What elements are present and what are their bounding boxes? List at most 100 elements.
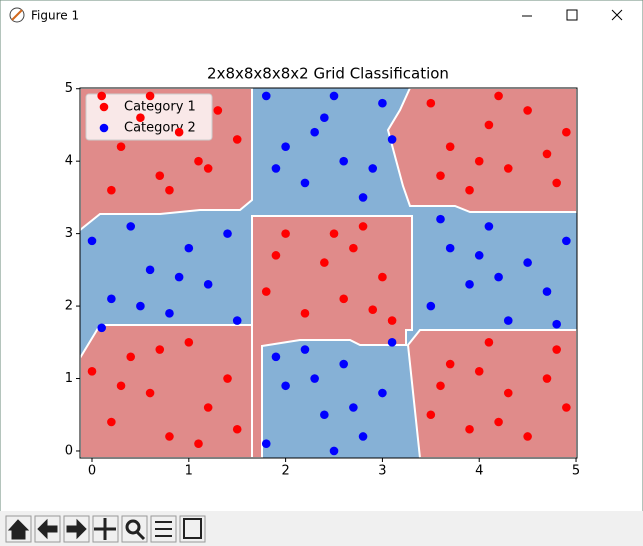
point	[223, 229, 232, 238]
point	[562, 127, 571, 137]
point	[378, 388, 387, 398]
point	[387, 135, 397, 144]
y-tick-label: 5	[65, 81, 73, 96]
plot-area	[79, 87, 578, 459]
point	[368, 305, 378, 314]
point	[465, 280, 474, 289]
x-tick-label: 0	[88, 464, 96, 479]
zoom-icon	[125, 519, 141, 535]
point	[300, 309, 310, 318]
point	[281, 381, 290, 391]
point	[474, 366, 484, 376]
point	[474, 251, 484, 260]
point	[426, 301, 436, 311]
zoom-icon-handle	[135, 530, 146, 541]
configure-icon	[155, 521, 172, 537]
x-tick-label: 1	[185, 464, 193, 479]
point	[165, 432, 174, 441]
point	[165, 309, 174, 318]
point	[232, 316, 242, 325]
point	[107, 294, 116, 304]
point	[329, 446, 339, 456]
point	[552, 319, 561, 329]
forward-icon	[66, 518, 87, 540]
point	[116, 142, 126, 151]
point	[349, 403, 358, 412]
point	[174, 272, 184, 282]
point	[107, 417, 116, 427]
point	[523, 106, 532, 115]
point	[281, 229, 290, 238]
point	[503, 316, 513, 325]
point	[136, 113, 145, 123]
point	[320, 258, 329, 267]
x-tick-label: 4	[475, 464, 483, 479]
point	[426, 98, 436, 108]
point	[562, 236, 571, 246]
point	[310, 374, 319, 383]
point	[174, 127, 184, 137]
x-tick-label: 3	[378, 464, 386, 479]
point	[474, 156, 484, 166]
point	[445, 142, 455, 151]
point	[329, 91, 339, 101]
point	[503, 388, 513, 398]
point	[329, 229, 339, 238]
point	[281, 142, 290, 151]
app-icon-glyph	[11, 9, 23, 21]
y-tick-label: 2	[65, 299, 73, 314]
pan-icon	[94, 518, 116, 540]
point	[87, 236, 97, 246]
point	[358, 432, 368, 441]
point	[445, 243, 455, 253]
point	[126, 352, 136, 362]
point	[552, 345, 561, 354]
point	[87, 366, 97, 376]
point	[436, 381, 445, 391]
point	[378, 98, 387, 108]
point	[213, 106, 223, 115]
point	[261, 439, 271, 449]
close-button[interactable]	[611, 9, 623, 21]
point	[484, 120, 494, 130]
legend: Category 1 Category 2	[85, 93, 213, 141]
x-tick-label: 2	[281, 464, 289, 479]
point	[145, 265, 155, 275]
point	[203, 164, 213, 173]
point	[116, 381, 126, 391]
point	[107, 185, 116, 195]
save-icon	[183, 518, 202, 539]
point	[145, 388, 155, 398]
point	[387, 316, 397, 325]
point	[542, 149, 552, 159]
point	[155, 345, 165, 354]
point	[320, 410, 329, 420]
point	[97, 323, 106, 333]
point	[349, 243, 358, 253]
point	[271, 164, 281, 173]
point	[194, 156, 203, 166]
x-tick-label: 5	[572, 464, 580, 479]
point	[339, 156, 348, 166]
point	[300, 345, 310, 354]
point	[165, 185, 174, 195]
point	[339, 294, 348, 304]
point	[494, 417, 503, 427]
point	[445, 359, 455, 369]
point	[552, 178, 561, 188]
point	[542, 374, 552, 383]
point	[494, 91, 503, 101]
point	[436, 171, 445, 180]
point	[387, 337, 397, 347]
point	[271, 251, 281, 260]
toolbar-buttons	[5, 515, 206, 543]
point	[320, 113, 329, 123]
y-tick-label: 4	[65, 154, 73, 169]
legend-marker	[99, 102, 109, 112]
maximize-button[interactable]	[566, 9, 578, 21]
y-tick-label: 3	[65, 226, 73, 241]
point	[426, 410, 436, 420]
point	[503, 164, 513, 173]
point	[484, 222, 494, 231]
